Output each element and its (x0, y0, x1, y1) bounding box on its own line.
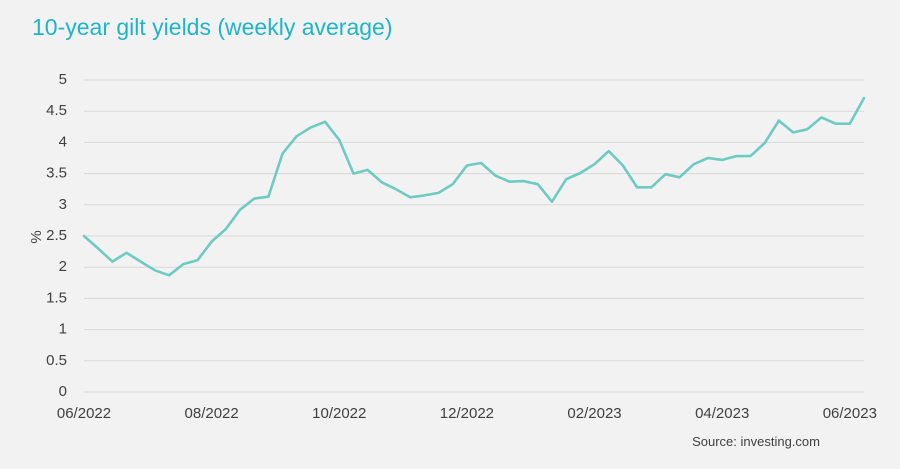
y-tick-label: 1.5 (46, 289, 67, 306)
x-tick-label: 02/2023 (567, 405, 621, 422)
x-tick-label: 06/2022 (57, 405, 111, 422)
x-tick-label: 04/2023 (695, 405, 749, 422)
x-tick-label: 12/2022 (440, 405, 494, 422)
y-tick-label: 4.5 (46, 102, 67, 119)
y-tick-label: 0 (59, 383, 67, 400)
y-tick-label: 3.5 (46, 165, 67, 182)
source-note: Source: investing.com (692, 434, 820, 449)
y-tick-label: 1 (59, 321, 67, 338)
x-tick-labels: 06/2022 08/2022 10/2022 12/2022 02/2023 04/20… (57, 405, 877, 422)
y-tick-label: 4 (59, 133, 67, 150)
y-tick-label: 3 (59, 196, 67, 213)
chart-title: 10-year gilt yields (weekly average) (32, 14, 393, 40)
gridlines (84, 79, 864, 393)
series-group (82, 96, 866, 277)
y-tick-labels: 0 0.5 1 1.5 2 2.5 3 3.5 4 4.5 5 (46, 71, 67, 400)
x-tick-label: 06/2023 (823, 405, 877, 422)
x-tick-label: 08/2022 (185, 405, 239, 422)
x-tick-label: 10/2022 (312, 405, 366, 422)
y-tick-label: 2 (59, 258, 67, 275)
y-tick-label: 0.5 (46, 352, 67, 369)
y-tick-label: 2.5 (46, 227, 67, 244)
y-axis-label: % (28, 230, 45, 243)
y-tick-label: 5 (59, 71, 67, 88)
series-line-0 (82, 96, 866, 277)
